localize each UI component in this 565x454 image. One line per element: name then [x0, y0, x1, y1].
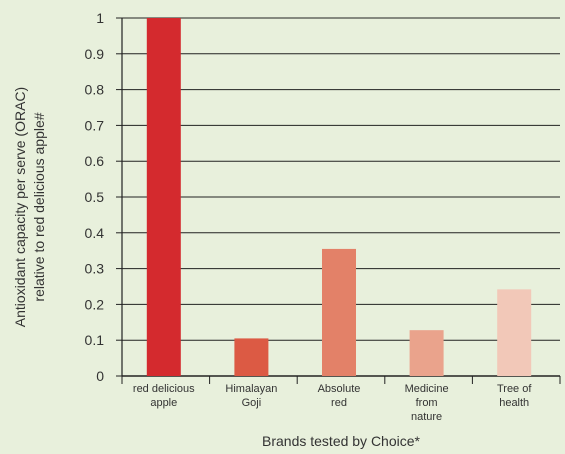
x-tick-label: Goji [242, 397, 262, 409]
y-tick-label: 0.8 [85, 82, 105, 98]
y-tick-label: 0.6 [85, 153, 105, 169]
y-tick-label: 0.1 [85, 332, 105, 348]
bar [322, 248, 356, 376]
x-tick-label: red [331, 397, 347, 409]
y-tick-label: 0.4 [85, 225, 105, 241]
bar [409, 330, 444, 376]
y-tick-label: 0.9 [85, 46, 105, 62]
bar [497, 289, 532, 376]
y-tick-label: 0.2 [85, 296, 105, 312]
y-tick-label: 0.3 [85, 261, 105, 277]
y-axis-title: relative to red delicious apple# [31, 112, 47, 301]
x-axis-title: Brands tested by Choice* [262, 433, 421, 449]
x-tick-label: Himalayan [225, 383, 277, 395]
x-tick-label: Tree of [497, 383, 532, 395]
y-tick-label: 0 [96, 368, 104, 384]
y-tick-label: 1 [96, 10, 104, 26]
bar [234, 338, 269, 376]
y-tick-label: 0.7 [85, 117, 105, 133]
bar [146, 18, 181, 376]
y-tick-label: 0.5 [85, 189, 105, 205]
x-tick-label: from [416, 397, 438, 409]
x-tick-label: nature [411, 411, 442, 423]
x-tick-label: Absolute [318, 383, 361, 395]
x-tick-label: Medicine [405, 383, 449, 395]
x-tick-label: apple [150, 397, 177, 409]
y-axis-title: Antioxidant capacity per serve (ORAC) [12, 87, 28, 327]
x-tick-label: red delicious [133, 383, 195, 395]
x-tick-label: health [499, 397, 529, 409]
